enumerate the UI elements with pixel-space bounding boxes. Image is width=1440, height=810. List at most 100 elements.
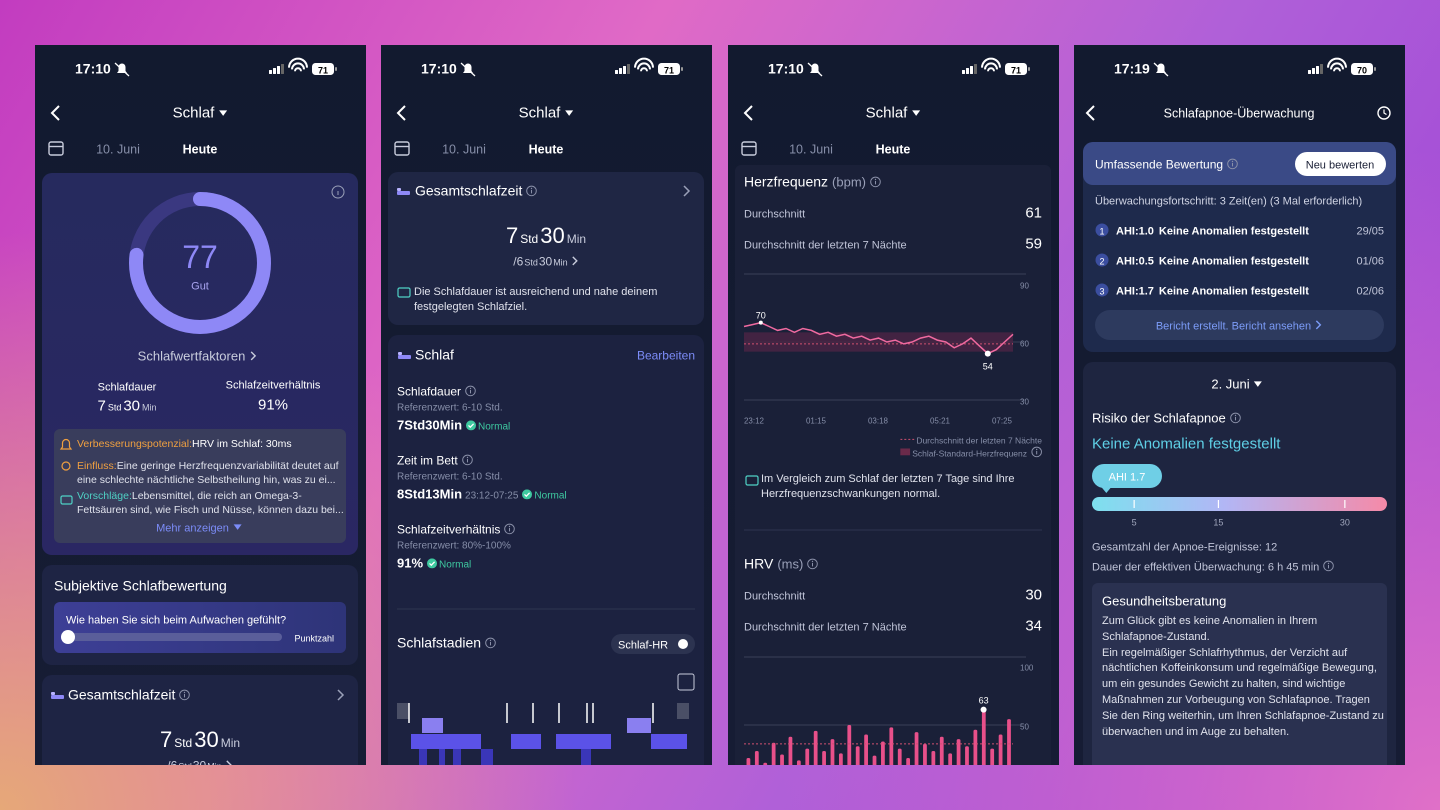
label: Schlafzeitverhältnis [225, 379, 321, 392]
chev-icon [572, 256, 579, 266]
label: Durchschnitt der letzten 7 Nächte [744, 234, 907, 253]
title[interactable]: Schlaf [865, 104, 908, 122]
title[interactable]: Schlaf [518, 104, 561, 122]
date: 01/06 [1356, 255, 1384, 268]
info-shape [1031, 446, 1042, 458]
battery: 71 [318, 59, 328, 78]
tabs[interactable]: 10. Juni [96, 142, 140, 157]
value: 8Std13Min [397, 486, 463, 502]
check-shape [466, 420, 477, 431]
time: 17:10 [75, 59, 111, 78]
signal-bar [627, 64, 630, 74]
yticks: 60 [1020, 339, 1029, 349]
legend: Durchschnitt der letzten 7 Nächte [896, 429, 1042, 448]
chev-shape [572, 256, 579, 266]
time: 17:19 [1114, 59, 1150, 78]
tabs[interactable]: 10. Juni [789, 139, 833, 158]
edit[interactable]: Bearbeiten [637, 345, 695, 364]
report[interactable]: Bericht erstellt. Bericht ansehen [1155, 320, 1312, 333]
value: 77 [182, 238, 218, 276]
phone-sleep-score: 17:10 71 Schlaf 10. Juni Heute 77 Gut Schlafwer… [35, 45, 366, 765]
info-shape [179, 689, 191, 701]
check-icon [522, 489, 533, 500]
link[interactable]: Schlafwertfaktoren [138, 346, 257, 365]
phone-sleep-details: 17:10 71 Schlaf 10. Juni Heute Gesamtschlafze… [381, 45, 712, 765]
signal-bar [974, 64, 977, 74]
more[interactable]: Mehr anzeigen [156, 517, 242, 536]
chev-icon [226, 760, 233, 765]
link[interactable]: Schlafwertfaktoren [137, 348, 246, 364]
reassess-button [1295, 152, 1386, 176]
label: Gut [191, 275, 209, 294]
edit[interactable]: Bearbeiten [636, 348, 695, 363]
minutes: 30 [123, 397, 141, 415]
tabs[interactable]: 10. Juni [442, 142, 486, 157]
reference: Referenzwert: 6-10 Std. [397, 402, 503, 414]
caret-shape [218, 110, 227, 116]
xticks: 05:21 [930, 409, 950, 428]
title[interactable]: Schlaf [172, 104, 215, 122]
yticks: 50 [1020, 715, 1029, 734]
tabs[interactable]: Heute [183, 139, 218, 158]
time: 17:10 [421, 60, 457, 77]
tabs[interactable]: Heute [876, 139, 911, 158]
total-card [388, 172, 704, 325]
reference: Referenzwert: 80%-100% [397, 540, 511, 552]
title[interactable]: Schlaf [519, 103, 574, 122]
title[interactable]: Schlaf [173, 103, 228, 122]
button[interactable]: Neu bewerten [1305, 159, 1375, 172]
xticks: 01:15 [805, 416, 827, 426]
date: 29/05 [1356, 225, 1384, 238]
tabs[interactable]: Heute [182, 142, 218, 157]
title: HRV [744, 555, 774, 572]
value: 61 [1025, 203, 1042, 222]
title: Schlafapnoe-Überwachung [1164, 103, 1315, 122]
band-icon [900, 448, 911, 456]
index: 3 [1099, 280, 1104, 299]
title: Umfassende Bewertung [1095, 154, 1238, 173]
calendar-icon [48, 141, 64, 156]
tabs[interactable]: Heute [528, 142, 564, 157]
tabs[interactable]: 10. Juni [789, 142, 833, 157]
battery: 71 [317, 65, 329, 76]
signal-bar [273, 68, 276, 74]
button[interactable]: Neu bewerten [1306, 154, 1375, 173]
scale-label: Punktzahl [294, 627, 334, 646]
total-card [42, 675, 358, 765]
toggle[interactable]: Schlaf-HR [618, 639, 669, 652]
date[interactable]: 2. Juni [1211, 374, 1263, 393]
tabs[interactable]: Heute [875, 142, 911, 157]
more[interactable]: Mehr anzeigen [156, 522, 229, 535]
tabs[interactable]: 10. Juni [96, 139, 140, 158]
result: Keine Anomalien festgestellt [1158, 285, 1309, 298]
info-shape [485, 637, 496, 649]
xticks: 01:15 [806, 409, 826, 428]
title: Schlaf [415, 346, 454, 363]
title: Umfassende Bewertung [1095, 157, 1224, 172]
value: 61 [1025, 204, 1042, 222]
caret-shape [911, 110, 920, 116]
value: 91% [257, 396, 289, 414]
value: 91% [397, 555, 424, 571]
risk-title: Risiko der Schlafapnoe [1092, 410, 1226, 426]
value: 59 [1025, 234, 1042, 253]
tabs[interactable]: Heute [529, 139, 564, 158]
question: Wie haben Sie sich beim Aufwachen gefühl… [66, 614, 287, 627]
title[interactable]: Schlaf [866, 103, 921, 122]
title: Schlafstadien [397, 634, 482, 651]
caret-icon [911, 110, 920, 116]
value: 77 [182, 238, 218, 275]
hours-unit: Std [174, 735, 193, 750]
chev-shape [1316, 320, 1322, 330]
unit: (ms) [777, 556, 804, 572]
caret-shape [233, 524, 242, 530]
signal-bar [615, 70, 618, 74]
toggle[interactable]: Schlaf-HR [618, 634, 668, 653]
goal: /6Std30Min [513, 251, 579, 270]
wifi-arc [294, 67, 302, 72]
legend: Schlaf-Standard-Herzfrequenz [896, 442, 1042, 461]
info-shape [870, 176, 881, 188]
report[interactable]: Bericht erstellt. Bericht ansehen [1156, 315, 1322, 334]
tabs[interactable]: 10. Juni [442, 139, 486, 158]
date[interactable]: 2. Juni [1211, 376, 1250, 392]
